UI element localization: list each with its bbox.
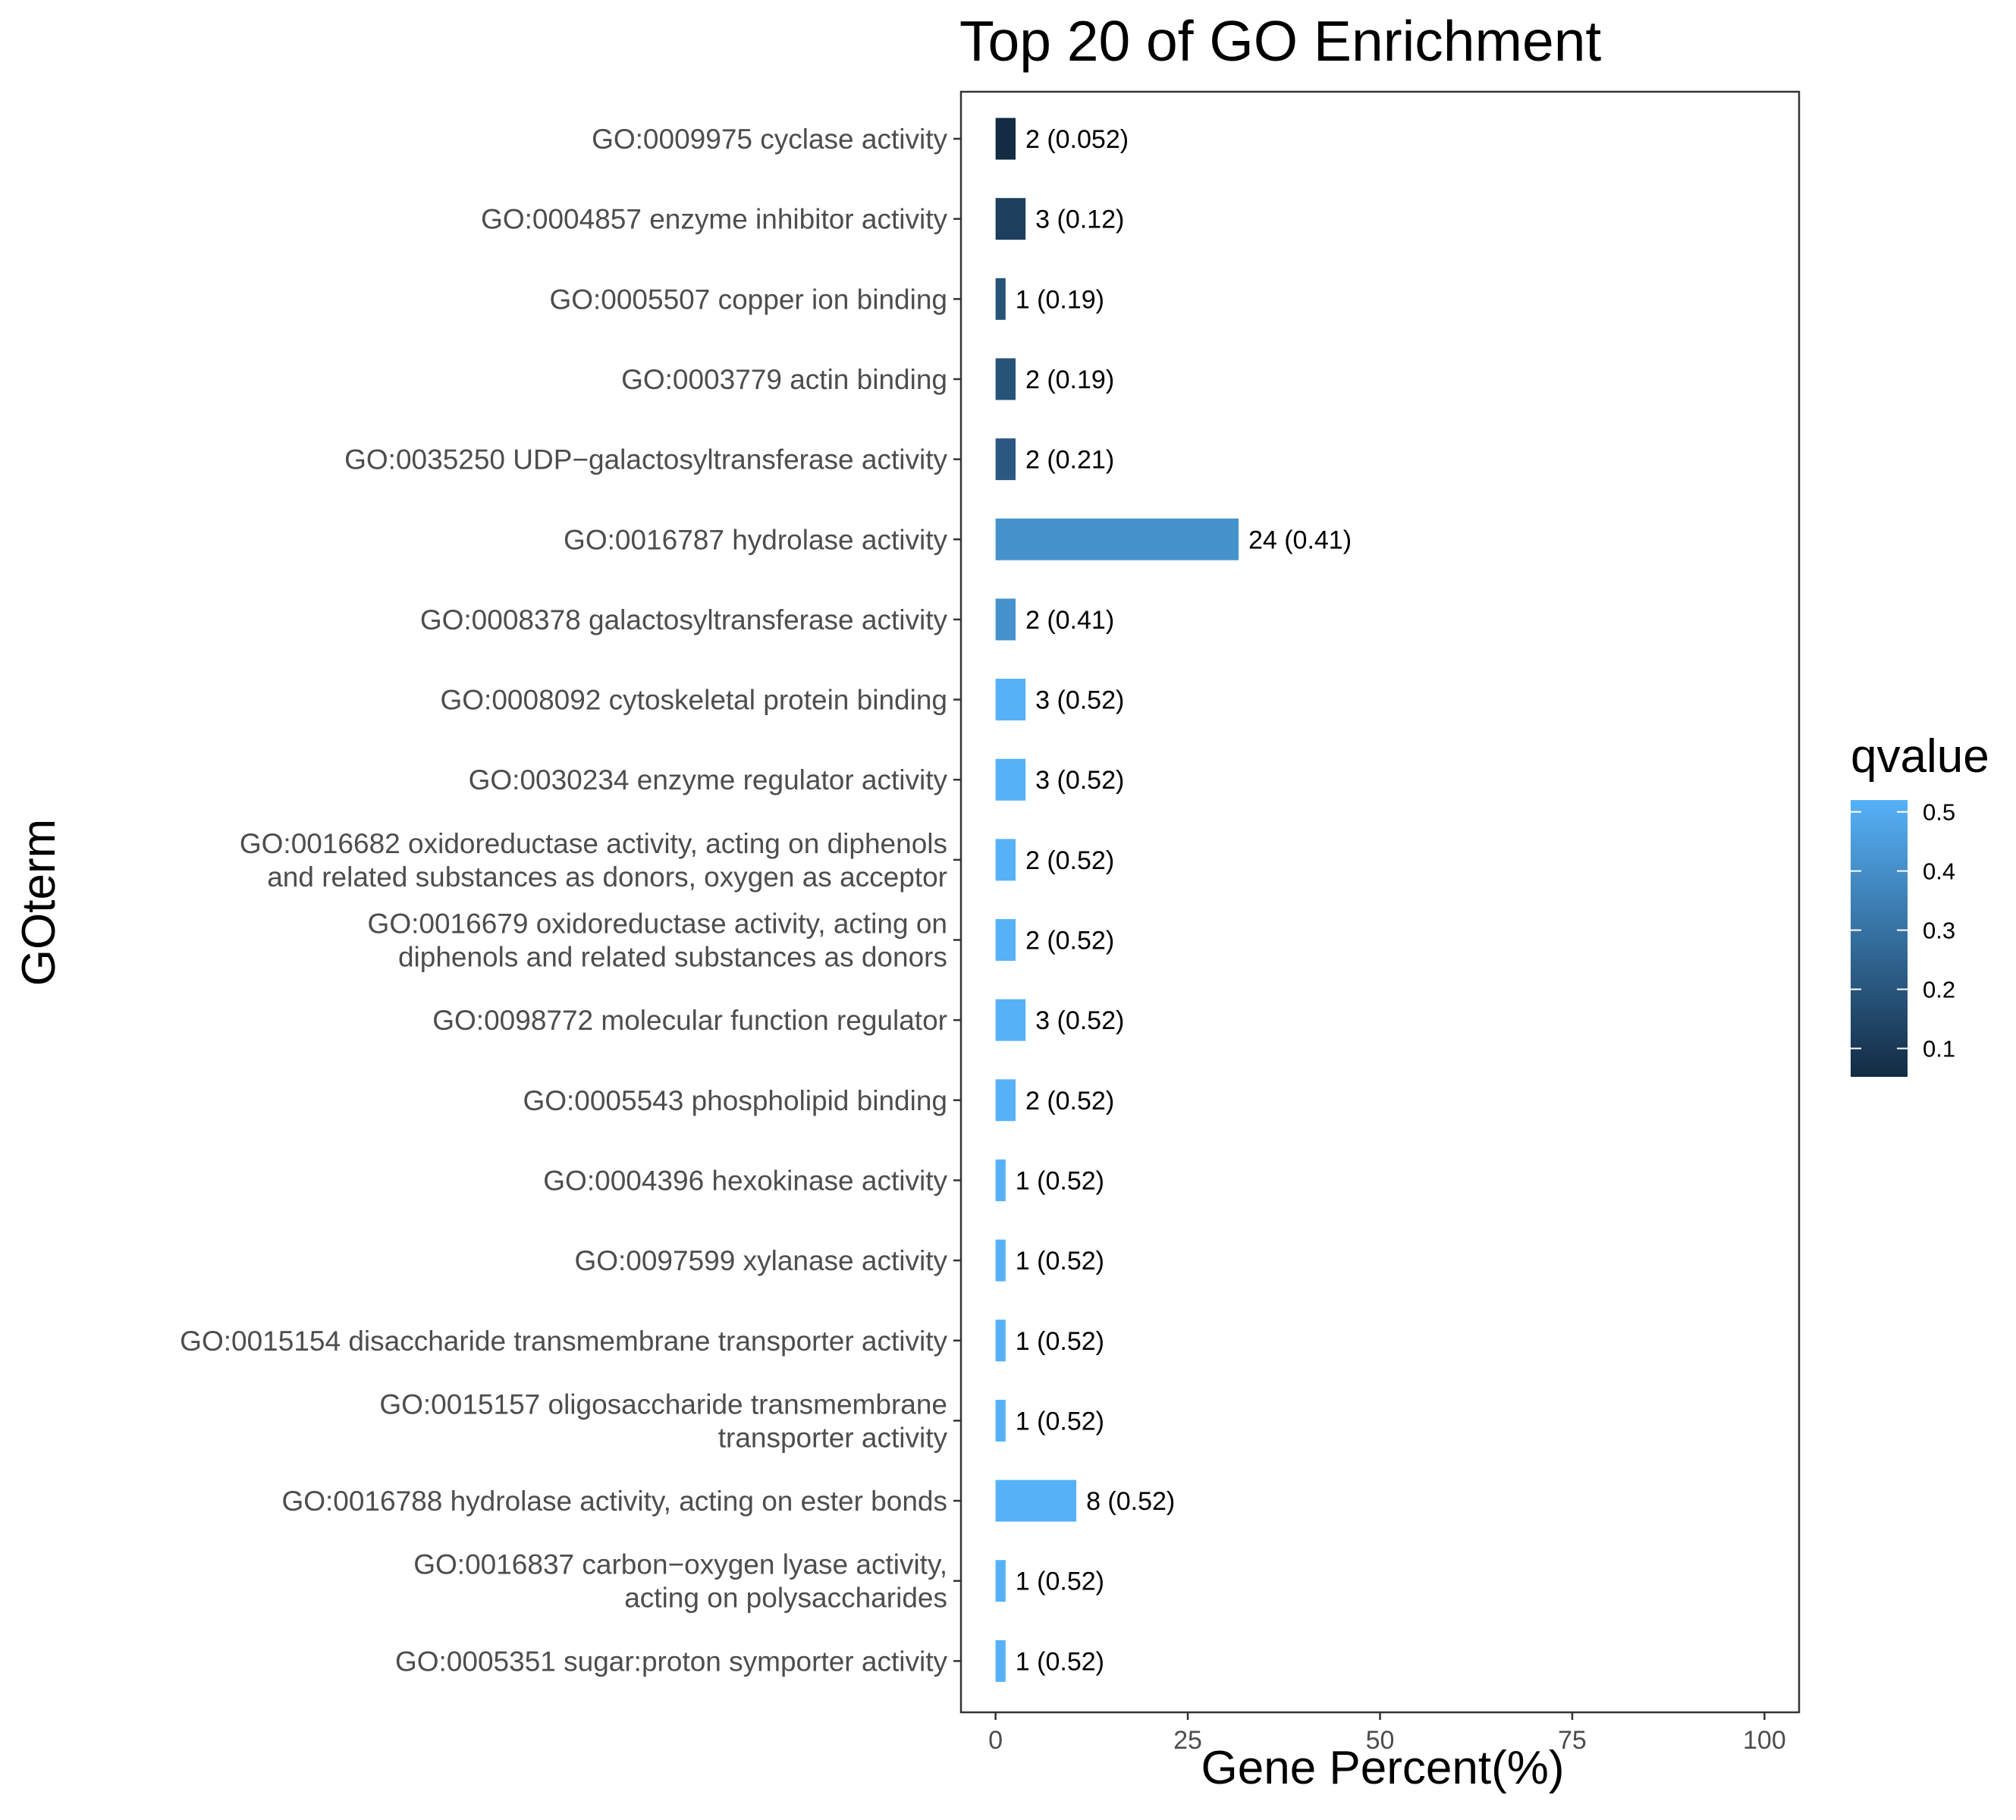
y-tick-label: GO:0003779 actin binding <box>621 364 947 395</box>
y-tick-label: GO:0098772 molecular function regulator <box>432 1005 947 1036</box>
y-tick-label: GO:0005543 phospholipid binding <box>523 1085 947 1116</box>
legend-tick-label: 0.2 <box>1923 977 1955 1003</box>
bar-label: 8 (0.52) <box>1086 1487 1175 1516</box>
chart-title: Top 20 of GO Enrichment <box>959 9 1601 73</box>
y-tick-label: GO:0016787 hydrolase activity <box>564 524 947 555</box>
bar-label: 2 (0.52) <box>1025 927 1114 956</box>
legend-tick-label: 0.1 <box>1923 1036 1955 1062</box>
bar <box>995 1320 1006 1362</box>
x-tick-label: 75 <box>1558 1726 1587 1755</box>
x-tick-label: 0 <box>988 1726 1003 1755</box>
legend-ticks: 0.1 0.2 0.3 0.4 0.5 <box>1851 799 1955 1062</box>
bar-label: 1 (0.19) <box>1016 285 1104 314</box>
bar-label: 2 (0.19) <box>1025 366 1114 394</box>
y-tick-label: GO:0035250 UDP−galactosyltransferase act… <box>344 444 947 475</box>
legend-tick-label: 0.4 <box>1923 858 1955 885</box>
bar <box>995 278 1006 320</box>
bar-label: 1 (0.52) <box>1016 1327 1104 1356</box>
y-tick-label: GO:0004857 enzyme inhibitor activity <box>481 204 947 235</box>
y-tick-label: GO:0008378 galactosyltransferase activit… <box>420 604 948 635</box>
y-tick-label: GO:0004396 hexokinase activity <box>543 1165 947 1196</box>
x-tick-label: 25 <box>1173 1726 1202 1755</box>
bar <box>995 758 1026 801</box>
legend-tick-label: 0.5 <box>1923 799 1955 826</box>
bar <box>995 839 1016 881</box>
y-tick-label: GO:0005351 sugar:proton symporter activi… <box>395 1646 948 1677</box>
bar-label: 2 (0.41) <box>1025 606 1114 635</box>
bar-label: 1 (0.52) <box>1016 1647 1104 1676</box>
chart-marks: GO:0009975 cyclase activity 2 (0.052) GO:0… <box>180 118 1786 1755</box>
bar-label: 2 (0.052) <box>1025 125 1129 154</box>
bar <box>995 1399 1006 1442</box>
bar <box>995 1640 1006 1682</box>
bar-label: 1 (0.52) <box>1016 1567 1104 1596</box>
bar-label: 3 (0.52) <box>1035 766 1124 795</box>
bar <box>995 1159 1006 1201</box>
bar-label: 24 (0.41) <box>1248 526 1352 554</box>
bar <box>995 518 1239 560</box>
bar <box>995 1079 1016 1122</box>
bar-label: 1 (0.52) <box>1016 1247 1104 1276</box>
y-tick-label: GO:0016837 carbon−oxygen lyase activity,… <box>413 1549 947 1614</box>
y-tick-label: GO:0008092 cytoskeletal protein binding <box>441 685 948 716</box>
y-axis-title: GOterm <box>13 819 65 986</box>
legend-title: qvalue <box>1851 730 1989 783</box>
y-tick-label: GO:0015157 oligosaccharide transmembrane… <box>379 1389 947 1453</box>
bar-label: 3 (0.12) <box>1035 206 1124 234</box>
bar <box>995 1239 1006 1282</box>
bar <box>995 679 1026 721</box>
y-tick-label: GO:0097599 xylanase activity <box>574 1245 947 1276</box>
bar <box>995 438 1016 481</box>
bar-label: 1 (0.52) <box>1016 1166 1104 1195</box>
bar <box>995 1480 1077 1522</box>
bar <box>995 598 1016 641</box>
y-tick-label: GO:0005507 copper ion binding <box>549 284 947 315</box>
y-tick-label: GO:0016682 oxidoreductase activity, acti… <box>240 828 947 893</box>
bar-label: 3 (0.52) <box>1035 1006 1124 1035</box>
bar-label: 3 (0.52) <box>1035 686 1124 715</box>
bar <box>995 1560 1006 1602</box>
y-tick-label: GO:0015154 disaccharide transmembrane tr… <box>180 1326 947 1357</box>
bar-label: 2 (0.52) <box>1025 1087 1114 1116</box>
y-tick-label: GO:0016679 oxidoreductase activity, acti… <box>368 908 947 973</box>
bar <box>995 358 1016 400</box>
legend-colorbar <box>1851 800 1908 1077</box>
qvalue-legend: qvalue 0.1 0.2 0.3 0.4 0.5 <box>1851 730 1989 1077</box>
bar <box>995 999 1026 1041</box>
plot-panel <box>959 90 1801 1714</box>
y-tick-label: GO:0030234 enzyme regulator activity <box>469 764 948 795</box>
bar <box>995 919 1016 961</box>
x-tick-label: 50 <box>1366 1726 1395 1755</box>
bar <box>995 118 1016 160</box>
bar <box>995 198 1026 240</box>
bar-label: 2 (0.52) <box>1025 846 1114 875</box>
y-tick-label: GO:0016788 hydrolase activity, acting on… <box>281 1486 947 1517</box>
x-axis-title: Gene Percent(%) <box>1201 1742 1565 1794</box>
bar-label: 2 (0.21) <box>1025 446 1114 475</box>
bar-label: 1 (0.52) <box>1016 1407 1104 1436</box>
x-tick-label: 100 <box>1743 1726 1786 1755</box>
y-tick-label: GO:0009975 cyclase activity <box>592 124 947 155</box>
legend-tick-label: 0.3 <box>1923 918 1955 944</box>
